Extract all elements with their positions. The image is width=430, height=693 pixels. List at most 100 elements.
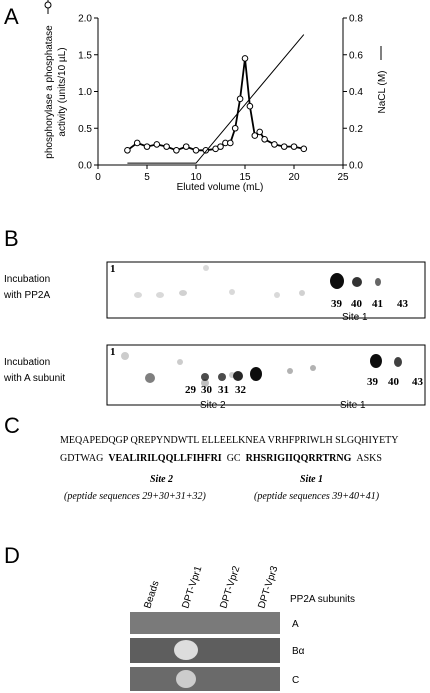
spot-label: 1 <box>110 346 116 358</box>
spot-label: 39 <box>367 376 379 388</box>
sequence-part: GC <box>227 453 241 464</box>
spot-label: 29 <box>185 384 197 396</box>
sequence-part: ASKS <box>356 453 382 464</box>
spot-label: 1 <box>110 263 116 275</box>
x-tick-label: 5 <box>144 172 150 183</box>
gel-spot <box>176 670 196 688</box>
chart: Eluted volume (mL) phosphorylase a phosp… <box>44 0 388 193</box>
data-point <box>261 135 268 143</box>
spot-label: 32 <box>235 384 247 396</box>
spot-label: 40 <box>351 298 363 310</box>
panel-letter: B <box>4 226 19 251</box>
blot-frame <box>106 261 426 319</box>
data-point <box>217 143 224 150</box>
sequence-part: GDTWAG <box>60 453 103 464</box>
spot-label: 43 <box>412 376 424 388</box>
y-tick-label: 0.0 <box>78 161 92 172</box>
x-tick-label: 25 <box>337 172 349 183</box>
y2-tick-label: 0.0 <box>349 161 363 172</box>
spot-label: 30 <box>201 384 213 396</box>
site-label: Site 2 <box>150 474 173 485</box>
x-tick-label: 15 <box>239 172 251 183</box>
gel-band <box>130 667 280 691</box>
data-point <box>241 55 249 62</box>
y2-tick-label: 0.4 <box>349 87 363 98</box>
spot-label: 41 <box>372 298 383 310</box>
y-tick-label: 0.5 <box>78 124 92 135</box>
row-label: Incubation <box>4 274 50 285</box>
column-label: DPT-Vpr3 <box>256 564 280 610</box>
x-axis-label: Eluted volume (mL) <box>177 182 264 193</box>
spot-label: 43 <box>397 298 409 310</box>
y2-tick-label: 0.6 <box>349 50 363 61</box>
sequence-line: GDTWAG VEALIRILQQLLFIHFRI GC RHSRIGIIQQRRTR… <box>60 453 382 464</box>
panel-letter: D <box>4 543 20 568</box>
sequence-part: RHSRIGIIQQRRTRNG <box>246 453 352 464</box>
y-axis-label-line: activity (units/10 µL) <box>57 47 68 136</box>
data-point <box>124 147 131 154</box>
spots <box>121 265 402 387</box>
site-label: Site 1 <box>300 474 323 485</box>
y-axis-label-line: phosphorylase a phosphatase <box>44 25 55 159</box>
y-tick-label: 1.0 <box>78 87 92 98</box>
sequence-line: MEQAPEDQGP QREPYNDWTL ELLEELKNEA VRHFPRI… <box>60 435 399 446</box>
column-label: DPT-Vpr1 <box>180 564 204 610</box>
y-axis-label: phosphorylase a phosphatase activity (un… <box>44 0 68 159</box>
site-note: (peptide sequences 29+30+31+32) <box>64 491 207 502</box>
gel-band <box>130 638 280 663</box>
panel-letter: A <box>4 4 19 29</box>
gel-band <box>130 612 280 634</box>
y2-tick-label: 0.8 <box>349 14 363 25</box>
y-tick-label: 2.0 <box>78 14 92 25</box>
data-point <box>246 102 254 110</box>
site-label: Site 1 <box>342 312 368 323</box>
row-label: with A subunit <box>3 373 65 384</box>
y-tick-label: 1.5 <box>78 50 92 61</box>
header: PP2A subunits <box>290 594 355 605</box>
data-point <box>290 143 298 150</box>
data-point <box>271 141 278 148</box>
x-tick-label: 10 <box>190 172 202 183</box>
row-label: Bα <box>292 646 305 657</box>
row-label: C <box>292 675 299 686</box>
data-point <box>202 147 210 154</box>
data-point <box>300 145 308 153</box>
data-point <box>236 95 244 103</box>
x-tick-label: 0 <box>95 172 101 183</box>
row-label: A <box>292 619 299 630</box>
legend-symbol <box>44 1 52 9</box>
data-point <box>153 141 161 148</box>
site-label: Site 2 <box>200 400 226 411</box>
gel-spot <box>174 640 198 660</box>
column-labels: Beads DPT-Vpr1 DPT-Vpr2 DPT-Vpr3 <box>142 564 280 610</box>
data-point <box>256 128 264 136</box>
spot-labels: 1 39 40 41 43 Site 1 1 29 30 31 32 Site 2 39 40 43 Site… <box>110 263 424 411</box>
data-point <box>173 147 180 154</box>
sequence-part: VEALIRILQQLLFIHFRI <box>108 453 221 464</box>
data-point <box>227 139 234 147</box>
row-label: with PP2A <box>3 290 50 301</box>
data-line <box>126 58 304 152</box>
row-label: Incubation <box>4 357 50 368</box>
y2-tick-label: 0.2 <box>349 124 363 135</box>
data-point <box>231 124 239 132</box>
y2-axis-label: NaCL (M) <box>377 46 388 113</box>
column-label: Beads <box>142 580 161 610</box>
data-line <box>127 34 305 164</box>
spot-label: 40 <box>388 376 400 388</box>
spot-label: 39 <box>331 298 343 310</box>
column-label: DPT-Vpr2 <box>218 564 242 610</box>
data-point <box>143 143 151 150</box>
data-point <box>192 147 200 154</box>
data-point <box>163 143 170 150</box>
data-point <box>133 139 141 147</box>
data-point <box>280 143 288 150</box>
x-tick-label: 20 <box>288 172 300 183</box>
data-point <box>251 132 259 139</box>
site-label: Site 1 <box>340 400 366 411</box>
y2-axis-label-text: NaCL (M) <box>377 71 388 114</box>
spot-label: 31 <box>218 384 229 396</box>
site-note: (peptide sequences 39+40+41) <box>254 491 380 502</box>
panel-letter: C <box>4 413 20 438</box>
